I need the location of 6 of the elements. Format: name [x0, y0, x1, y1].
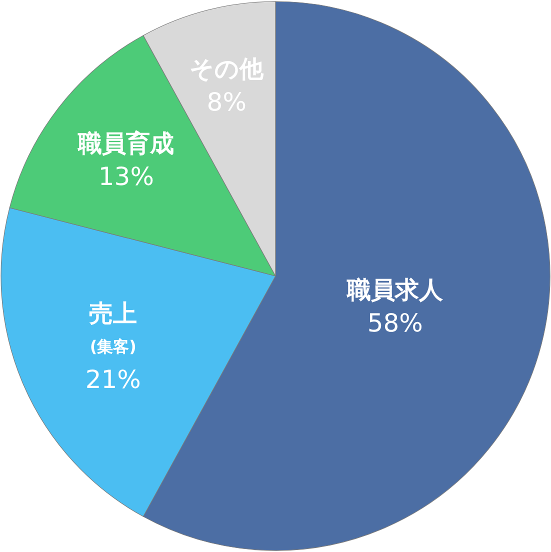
data-label: 13%: [98, 162, 154, 192]
data-label: 21%: [85, 364, 141, 394]
slice-label: 職員育成: [77, 130, 174, 158]
data-label: 58%: [367, 308, 423, 338]
slice-label: 売上 (集客): [89, 299, 138, 356]
slice-label: 職員求人: [346, 276, 444, 304]
